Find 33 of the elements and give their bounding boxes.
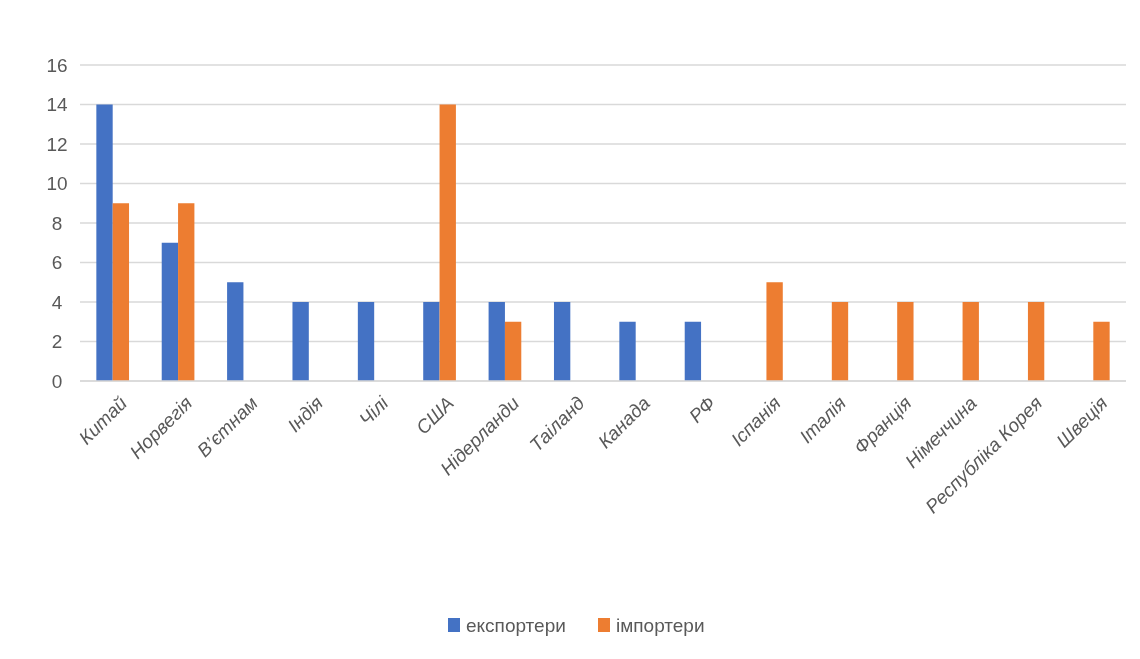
bar <box>619 321 636 381</box>
bar <box>357 302 375 381</box>
y-tick-label: 14 <box>46 94 68 116</box>
bar <box>962 302 979 381</box>
bar <box>96 104 113 381</box>
bar <box>227 282 244 381</box>
y-tick-label: 10 <box>46 173 68 195</box>
bar <box>488 302 505 381</box>
bar <box>504 321 522 381</box>
bar <box>1093 321 1110 381</box>
bar <box>766 282 783 381</box>
bar <box>1027 302 1045 381</box>
legend-label: експортери <box>466 614 566 636</box>
y-tick-label: 0 <box>51 370 63 392</box>
legend-label: імпортери <box>616 614 705 636</box>
y-tick-label: 8 <box>51 212 63 234</box>
y-tick-label: 16 <box>46 54 68 76</box>
bar <box>553 302 571 381</box>
y-tick-label: 2 <box>51 331 63 353</box>
bar <box>439 104 456 381</box>
x-tick-label: Чілі <box>354 391 393 430</box>
bar <box>292 302 309 381</box>
bar <box>684 321 702 381</box>
bar <box>161 242 179 381</box>
bar <box>423 302 440 381</box>
y-tick-label: 4 <box>51 291 63 313</box>
bar <box>178 203 195 381</box>
bar <box>897 302 914 381</box>
x-tick-label: РФ <box>684 392 720 427</box>
bar <box>831 302 849 381</box>
bar <box>112 203 130 381</box>
y-tick-label: 12 <box>46 133 68 155</box>
y-tick-label: 6 <box>51 252 63 274</box>
